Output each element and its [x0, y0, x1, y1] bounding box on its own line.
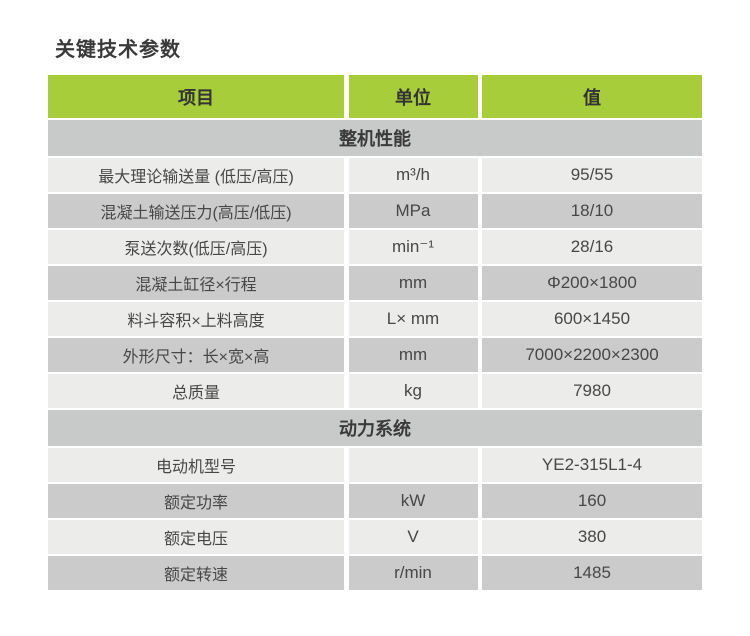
table-row: 额定功率 kW 160	[48, 484, 702, 518]
row-label: 料斗容积×上料高度	[48, 302, 344, 336]
row-label: 混凝土输送压力(高压/低压)	[48, 194, 344, 228]
row-unit: m³/h	[348, 158, 478, 192]
table-row: 混凝土输送压力(高压/低压) MPa 18/10	[48, 194, 702, 228]
table-row: 混凝土缸径×行程 mm Φ200×1800	[48, 266, 702, 300]
row-unit: V	[348, 520, 478, 554]
row-unit: kg	[348, 374, 478, 408]
row-value: 28/16	[482, 230, 702, 264]
table-row: 外形尺寸：长×宽×高 mm 7000×2200×2300	[48, 338, 702, 372]
row-value: 1485	[482, 556, 702, 590]
header-item: 项目	[48, 75, 344, 118]
section-row-power-system: 动力系统	[48, 410, 702, 446]
row-label: 最大理论输送量 (低压/高压)	[48, 158, 344, 192]
row-value: YE2-315L1-4	[482, 448, 702, 482]
table-row: 料斗容积×上料高度 L× mm 600×1450	[48, 302, 702, 336]
page-title: 关键技术参数	[55, 39, 181, 61]
table-row: 泵送次数(低压/高压) min⁻¹ 28/16	[48, 230, 702, 264]
row-label: 混凝土缸径×行程	[48, 266, 344, 300]
row-value: Φ200×1800	[482, 266, 702, 300]
table-row: 总质量 kg 7980	[48, 374, 702, 408]
table-row: 额定转速 r/min 1485	[48, 556, 702, 590]
row-label: 泵送次数(低压/高压)	[48, 230, 344, 264]
row-value: 18/10	[482, 194, 702, 228]
table-row: 电动机型号 YE2-315L1-4	[48, 448, 702, 482]
row-value: 160	[482, 484, 702, 518]
row-value: 95/55	[482, 158, 702, 192]
row-label: 额定功率	[48, 484, 344, 518]
section-label: 动力系统	[48, 410, 702, 446]
row-unit: L× mm	[348, 302, 478, 336]
row-label: 外形尺寸：长×宽×高	[48, 338, 344, 372]
row-label: 电动机型号	[48, 448, 344, 482]
row-unit	[348, 448, 478, 482]
row-value: 380	[482, 520, 702, 554]
row-value: 600×1450	[482, 302, 702, 336]
header-value: 值	[482, 75, 702, 118]
row-value: 7000×2200×2300	[482, 338, 702, 372]
row-unit: min⁻¹	[348, 230, 478, 264]
table-header-row: 项目 单位 值	[48, 75, 702, 118]
row-label: 总质量	[48, 374, 344, 408]
row-label: 额定转速	[48, 556, 344, 590]
header-unit: 单位	[348, 75, 478, 118]
table-row: 最大理论输送量 (低压/高压) m³/h 95/55	[48, 158, 702, 192]
row-unit: MPa	[348, 194, 478, 228]
row-value: 7980	[482, 374, 702, 408]
row-unit: mm	[348, 266, 478, 300]
row-unit: mm	[348, 338, 478, 372]
table-row: 额定电压 V 380	[48, 520, 702, 554]
spec-table: 项目 单位 值 整机性能 最大理论输送量 (低压/高压) m³/h 95/55 …	[48, 75, 702, 590]
section-label: 整机性能	[48, 120, 702, 156]
row-label: 额定电压	[48, 520, 344, 554]
row-unit: kW	[348, 484, 478, 518]
row-unit: r/min	[348, 556, 478, 590]
section-row-machine-performance: 整机性能	[48, 120, 702, 156]
